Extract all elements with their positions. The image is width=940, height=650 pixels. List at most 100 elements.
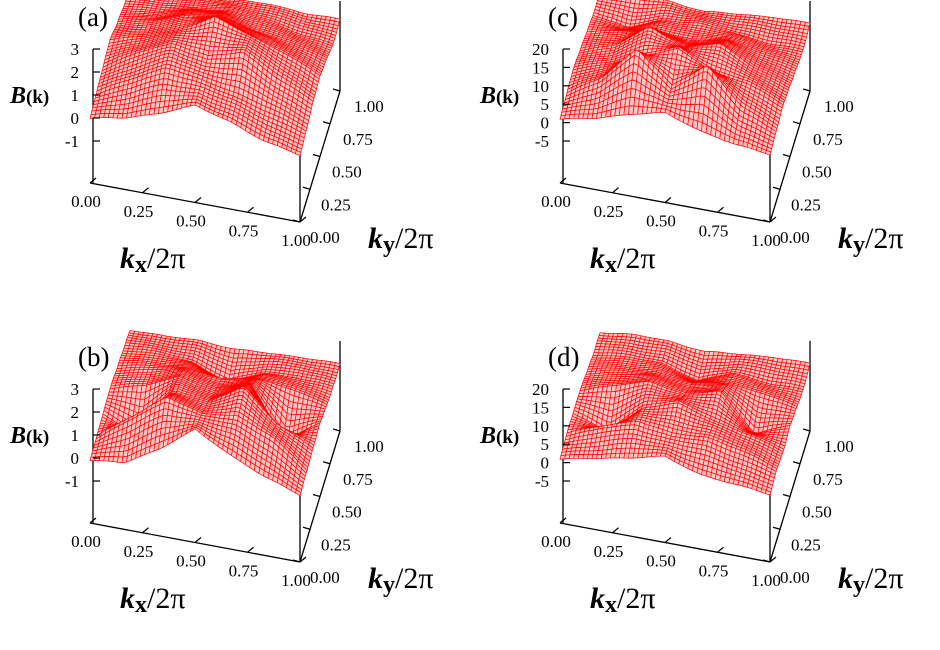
- surface-mesh: [90, 0, 340, 156]
- z-tick-label: -1: [65, 472, 79, 491]
- y-tick-mark: [773, 187, 780, 189]
- z-axis-title: B(k): [9, 83, 49, 109]
- x-tick-label: 0.50: [646, 552, 676, 571]
- x-tick-label: 0.50: [646, 212, 676, 231]
- surface-mesh: [560, 0, 810, 155]
- z-tick-label: 15: [532, 58, 549, 77]
- z-tick-label: -1: [65, 132, 79, 151]
- x-tick-labels: 0.000.250.500.751.00: [71, 178, 311, 250]
- y-tick-mark: [803, 89, 810, 91]
- x-axis-title: kx/2π: [590, 582, 655, 618]
- x-tick-mark: [718, 207, 724, 212]
- y-tick-label: 0.75: [343, 130, 373, 149]
- x-tick-mark: [665, 538, 671, 543]
- x-tick-labels: 0.000.250.500.751.00: [71, 518, 311, 590]
- x-tick-label: 1.00: [751, 571, 781, 590]
- x-tick-label: 0.25: [594, 202, 624, 221]
- y-tick-mark: [313, 495, 320, 497]
- x-tick-mark: [248, 547, 254, 552]
- z-tick-label: 1: [71, 426, 80, 445]
- x-tick-mark: [143, 188, 149, 193]
- surface-mesh: [560, 333, 810, 495]
- x-tick-label: 0.25: [124, 202, 154, 221]
- z-tick-label: 0: [541, 114, 550, 133]
- x-tick-mark: [195, 538, 201, 543]
- y-tick-label: 0.25: [791, 535, 821, 554]
- x-tick-label: 0.75: [699, 221, 729, 240]
- z-tick-label: 15: [532, 398, 549, 417]
- x-tick-mark: [613, 528, 619, 533]
- y-tick-label: 0.50: [802, 163, 832, 182]
- x-axis-title: kx/2π: [120, 242, 185, 278]
- y-axis-title: ky/2π: [838, 562, 903, 598]
- y-tick-label: 1.00: [354, 97, 384, 116]
- x-tick-label: 0.25: [124, 542, 154, 561]
- z-axis-title: B(k): [479, 83, 519, 109]
- x-tick-mark: [613, 188, 619, 193]
- z-tick-label: 1: [71, 86, 80, 105]
- y-tick-label: 0.25: [321, 195, 351, 214]
- z-tick-label: 2: [71, 403, 80, 422]
- surface-mesh: [90, 330, 340, 495]
- x-tick-mark: [195, 198, 201, 203]
- y-tick-label: 0.00: [780, 568, 810, 587]
- y-tick-mark: [333, 429, 340, 431]
- y-tick-mark: [303, 187, 310, 189]
- z-axis-title: B(k): [479, 423, 519, 449]
- y-tick-label: 1.00: [824, 437, 854, 456]
- y-tick-mark: [323, 122, 330, 124]
- y-tick-mark: [783, 155, 790, 157]
- x-tick-label: 0.00: [541, 532, 571, 551]
- y-axis-title: ky/2π: [368, 562, 433, 598]
- panel-label: (b): [78, 342, 109, 372]
- x-tick-label: 0.25: [594, 542, 624, 561]
- x-tick-label: 0.50: [176, 552, 206, 571]
- z-tick-label: -5: [535, 472, 549, 491]
- y-tick-label: 0.25: [321, 535, 351, 554]
- z-tick-label: 0: [541, 454, 550, 473]
- y-tick-label: 0.00: [780, 228, 810, 247]
- y-tick-label: 1.00: [824, 97, 854, 116]
- panel-label: (d): [548, 342, 579, 372]
- y-axis-title: ky/2π: [368, 222, 433, 258]
- y-tick-label: 0.75: [343, 470, 373, 489]
- x-tick-labels: 0.000.250.500.751.00: [541, 518, 781, 590]
- z-tick-label: 10: [532, 77, 549, 96]
- z-axis-title: B(k): [9, 423, 49, 449]
- x-tick-label: 0.00: [541, 192, 571, 211]
- z-tick-label: 5: [541, 435, 550, 454]
- x-tick-label: 0.00: [71, 192, 101, 211]
- y-tick-mark: [793, 462, 800, 464]
- x-tick-label: 0.50: [176, 212, 206, 231]
- x-tick-mark: [718, 547, 724, 552]
- y-tick-label: 0.50: [332, 163, 362, 182]
- y-tick-mark: [323, 462, 330, 464]
- z-tick-label: -5: [535, 132, 549, 151]
- panel-label: (a): [78, 2, 108, 32]
- z-tick-label: 20: [532, 380, 549, 399]
- y-tick-mark: [333, 89, 340, 91]
- x-tick-label: 0.75: [229, 561, 259, 580]
- z-tick-label: 2: [71, 63, 80, 82]
- y-tick-label: 1.00: [354, 437, 384, 456]
- x-tick-labels: 0.000.250.500.751.00: [541, 178, 781, 250]
- x-tick-label: 0.75: [229, 221, 259, 240]
- x-tick-mark: [248, 207, 254, 212]
- y-tick-mark: [773, 527, 780, 529]
- panel-label: (c): [548, 2, 578, 32]
- y-tick-label: 0.50: [802, 503, 832, 522]
- x-axis-title: kx/2π: [120, 582, 185, 618]
- z-tick-label: 3: [71, 380, 80, 399]
- y-tick-label: 0.75: [813, 130, 843, 149]
- z-tick-label: 10: [532, 417, 549, 436]
- z-tick-label: 3: [71, 40, 80, 59]
